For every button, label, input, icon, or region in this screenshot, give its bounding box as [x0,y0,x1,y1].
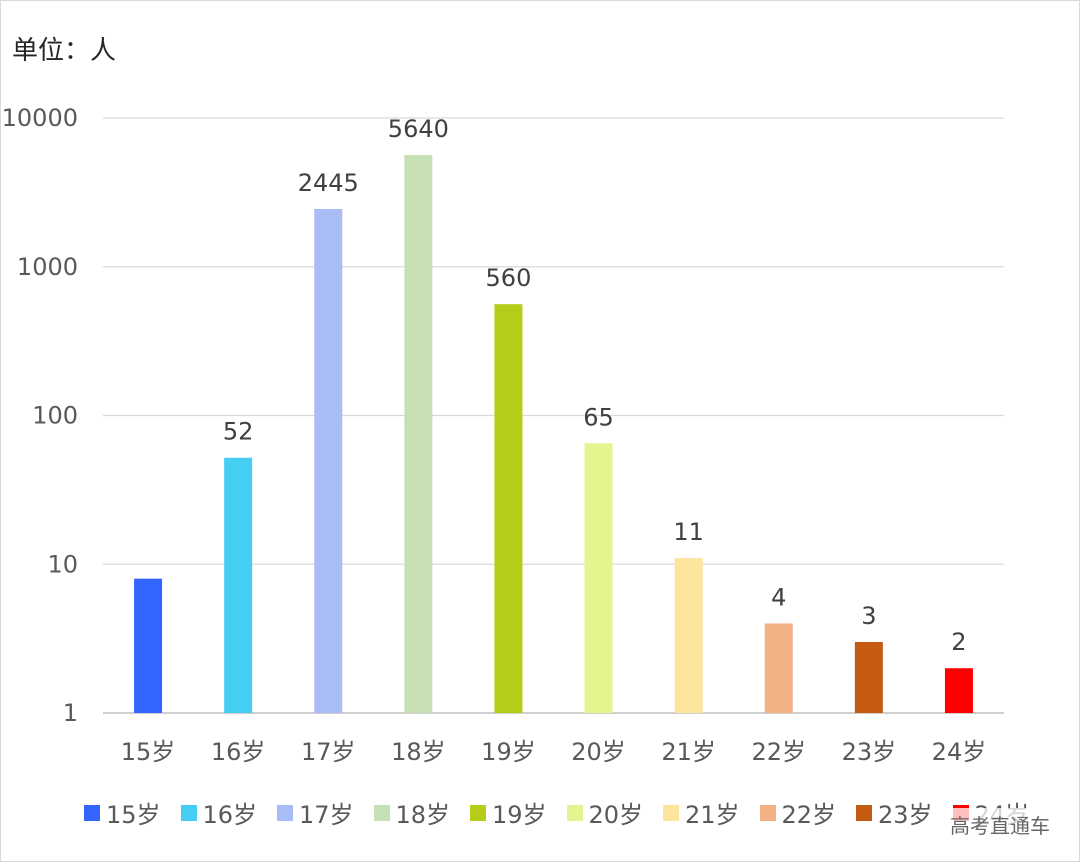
legend-swatch [663,804,679,821]
bar [224,457,253,713]
legend-item: 23岁 [856,795,953,830]
bar [764,623,793,713]
x-category-label: 20岁 [571,738,626,766]
x-category-label: 22岁 [751,738,806,766]
bar [134,578,163,713]
legend-item: 17岁 [277,795,374,830]
x-category-label: 19岁 [481,738,536,766]
y-tick-label: 10 [47,550,78,578]
value-labels: 52 2445 5640 560 65 11 4 3 2 [223,115,967,656]
legend-item: 19岁 [470,795,567,830]
gridlines [103,117,1004,714]
legend-swatch [759,804,776,821]
x-category-label: 17岁 [301,738,356,766]
x-axis-categories: 15岁 16岁 17岁 18岁 19岁 20岁 21岁 22岁 23岁 24岁 [121,738,986,766]
data-label: 11 [673,518,704,546]
legend-label: 23岁 [878,801,933,829]
legend-label: 16岁 [202,801,258,829]
bar [404,154,433,713]
legend-label: 18岁 [395,801,451,829]
y-tick-label: 1000 [17,253,78,281]
bar [584,443,613,713]
data-label: 2 [951,628,966,656]
legend-label: 20岁 [588,801,644,829]
bars [134,154,973,713]
bar [944,668,973,713]
data-label: 3 [861,602,876,630]
legend-item: 22岁 [759,795,857,830]
x-category-label: 21岁 [661,738,716,766]
legend-item: 18岁 [373,795,471,830]
legend-item: 21岁 [663,795,760,830]
bar [854,642,883,713]
legend-item: 20岁 [566,795,664,830]
watermark: 高考直通车 [946,808,1054,841]
unit-label: 单位：人 [12,36,117,66]
legend-swatch [373,804,390,821]
bar-chart: 1 10 100 1000 10000 52 2445 5640 560 65 11 4 3 2 15岁… [2,104,1004,766]
bar [314,208,343,713]
legend-swatch [856,804,872,821]
x-category-label: 18岁 [391,738,446,766]
y-tick-label: 100 [32,402,78,430]
legend-label: 22岁 [781,801,837,829]
legend-item: 15岁 [84,795,181,830]
legend-swatch [277,804,293,821]
legend-swatch [180,804,197,821]
data-label: 4 [771,583,786,611]
y-tick-label: 1 [63,699,78,727]
legend-item: 16岁 [180,795,278,830]
y-axis-ticks: 1 10 100 1000 10000 [2,104,78,727]
legend-label: 15岁 [106,801,161,829]
x-category-label: 15岁 [121,738,176,766]
data-label: 65 [583,403,614,431]
x-category-label: 23岁 [842,738,897,766]
legend-swatch [566,804,583,821]
data-label: 5640 [388,115,449,143]
bar [494,304,523,713]
legend-label: 19岁 [492,801,547,829]
x-category-label: 24岁 [932,738,987,766]
bar [674,558,703,713]
legend-swatch [470,804,486,821]
data-label: 2445 [298,169,359,197]
legend-swatch [84,804,100,821]
legend-label: 17岁 [299,801,354,829]
data-label: 52 [223,418,254,446]
legend-label: 21岁 [685,801,740,829]
x-category-label: 16岁 [211,738,266,766]
data-label: 560 [486,264,532,292]
y-tick-label: 10000 [2,104,78,132]
